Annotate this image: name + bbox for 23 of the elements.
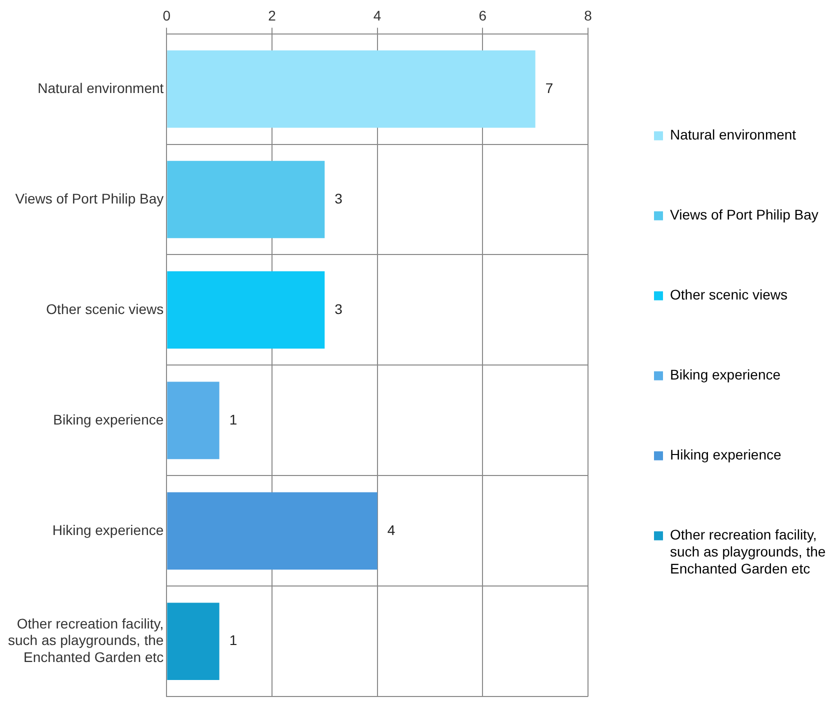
legend-label: Other recreation facility, such as playgrounds, the Enchanted Garden etc — [670, 526, 826, 576]
data-label: 3 — [334, 190, 343, 206]
y-tick-label: Views of Port Philip Bay — [15, 190, 164, 206]
legend-label: Hiking experience — [670, 446, 782, 463]
data-label: 3 — [334, 300, 343, 317]
legend-label: Natural environment — [670, 126, 796, 143]
y-tick-label: Other scenic views — [46, 300, 164, 317]
y-tick-label: Natural environment — [38, 80, 164, 96]
x-tick-label: 4 — [373, 7, 382, 24]
y-tick-label: Hiking experience — [52, 522, 164, 538]
data-label: 1 — [229, 411, 238, 428]
x-tick-label: 0 — [162, 7, 171, 24]
legend-label: Views of Port Philip Bay — [670, 206, 818, 223]
y-tick-label: Biking experience — [53, 411, 164, 428]
data-label: 7 — [545, 80, 554, 96]
x-tick-label: 2 — [268, 7, 276, 24]
y-tick-label: Other recreation facility, such as playgrounds, the Enchanted Garden etc — [8, 615, 164, 666]
x-tick-label: 8 — [584, 7, 592, 24]
x-tick-label: 6 — [478, 7, 487, 24]
data-label: 1 — [229, 632, 238, 648]
legend-label: Biking experience — [670, 366, 781, 383]
legend-label: Other scenic views — [670, 286, 788, 303]
data-label: 4 — [387, 522, 396, 538]
